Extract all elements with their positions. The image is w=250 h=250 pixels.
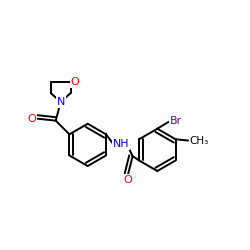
Text: O: O (124, 174, 132, 184)
Text: N: N (56, 97, 65, 107)
Text: N: N (56, 97, 65, 107)
Text: Br: Br (170, 116, 182, 126)
Text: O: O (27, 114, 36, 124)
Text: NH: NH (113, 140, 130, 149)
Text: O: O (70, 77, 79, 87)
Text: CH₃: CH₃ (190, 136, 209, 145)
